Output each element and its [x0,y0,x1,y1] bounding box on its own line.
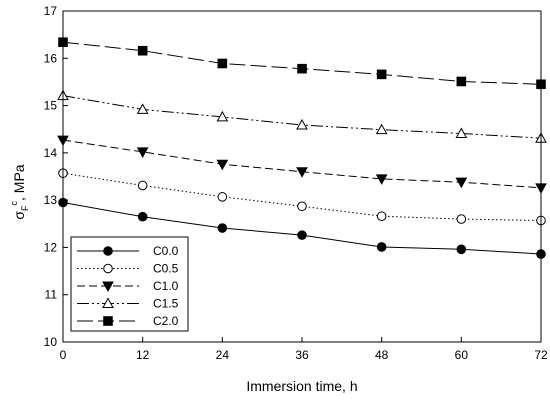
data-point [137,180,148,191]
legend-entry: C0.5 [77,262,179,276]
x-axis-label: Immersion time, h [246,378,357,394]
data-point [456,76,467,87]
y-tick-label: 10 [44,335,58,349]
y-tick-label: 13 [44,193,58,207]
data-point [296,167,308,178]
series-line [62,172,542,221]
legend-marker [103,246,113,256]
data-point [137,211,148,222]
legend-entry: C1.0 [77,279,179,293]
legend-label: C2.0 [153,314,179,328]
legend-box [70,236,189,332]
data-point [297,201,307,212]
data-point [216,159,229,171]
legend-entry: C1.5 [77,297,179,311]
y-tick-label: 15 [44,99,58,113]
legend-marker [103,316,113,326]
legend-label: C1.5 [153,297,179,311]
legend-entry: C2.0 [77,314,179,328]
data-point [297,63,307,74]
data-point [217,58,228,69]
y-tick-label: 16 [44,51,58,65]
legend-marker [103,263,113,274]
series-c0-0 [58,197,546,259]
legend-marker [102,281,114,293]
data-point [455,127,468,138]
data-point [296,118,308,130]
series-c1-5 [57,89,547,143]
data-point [375,123,388,135]
y-axis-label: σFc, MPa [9,164,30,219]
data-point [137,45,148,56]
y-tick-label: 11 [45,288,58,302]
data-point [456,244,467,255]
series-line [62,41,542,85]
y-axis-label-unit: , MPa [11,164,27,201]
data-point [136,147,149,158]
data-point [217,192,228,202]
legend-label: C1.0 [153,279,179,293]
series-c0-5 [58,168,546,226]
legend-entry: C0.0 [77,244,179,258]
y-tick-label: 12 [44,240,58,254]
y-axis-label-subscript: F [20,205,30,211]
x-tick-label: 36 [295,348,309,362]
x-tick-label: 48 [375,348,389,362]
y-tick-label: 14 [44,146,58,160]
legend: C0.0 C0.5 C1.0 C1.5 C2.0 [70,236,189,332]
series-line [62,139,542,189]
data-point [376,211,387,222]
data-point [376,242,387,252]
data-point [375,174,388,185]
plot-area [57,37,547,259]
series-c2-0 [58,37,546,90]
y-axis-label-superscript: c [9,200,19,205]
x-tick-label: 72 [534,348,548,362]
legend-label: C0.0 [153,244,179,258]
series-line [62,95,542,139]
axes: 0 12 24 36 48 60 72 10 11 12 13 14 15 16 17 [44,4,548,362]
data-point [455,177,468,189]
x-tick-label: 60 [455,348,469,362]
series-c1-0 [57,135,547,194]
data-point [376,69,387,80]
x-tick-label: 0 [60,348,67,362]
data-point [136,103,149,114]
x-tick-label: 24 [216,348,230,362]
data-point [456,214,467,224]
x-tick-label: 12 [136,348,150,362]
legend-label: C0.5 [153,262,179,276]
data-point [216,110,229,122]
y-tick-label: 17 [44,4,58,18]
data-point [297,230,307,240]
data-point [217,223,228,233]
y-axis-label-symbol: σ [11,211,27,220]
legend-marker [102,297,114,308]
